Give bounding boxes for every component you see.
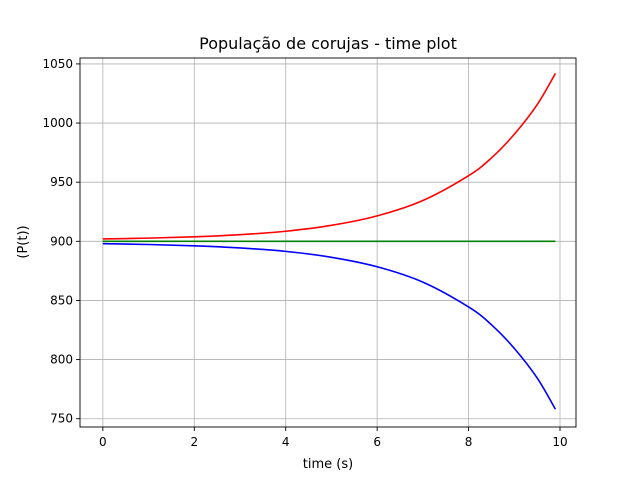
x-tick-label: 6 xyxy=(373,435,381,449)
chart-title: População de corujas - time plot xyxy=(199,34,457,53)
series-line-2 xyxy=(102,242,557,410)
y-tick-label: 1050 xyxy=(42,57,73,71)
y-tick-label: 750 xyxy=(50,412,73,426)
x-axis-label: time (s) xyxy=(303,457,353,472)
plot-frame xyxy=(79,57,577,428)
series-line-0 xyxy=(102,72,557,240)
y-tick-label: 800 xyxy=(50,353,73,367)
y-tick-label: 1000 xyxy=(42,116,73,130)
y-tick-label: 950 xyxy=(50,175,73,189)
series-lines xyxy=(102,72,557,410)
x-tick-label: 4 xyxy=(282,435,290,449)
y-axis-label: (P(t)) xyxy=(16,225,31,258)
grid xyxy=(80,58,576,427)
x-tick-label: 2 xyxy=(190,435,198,449)
x-tick-label: 8 xyxy=(465,435,473,449)
x-tick-label: 0 xyxy=(99,435,107,449)
y-tick-label: 850 xyxy=(50,293,73,307)
ticks: 0 2 4 6 8 10 750 800 850 900 950 1000 1050 xyxy=(42,57,567,449)
y-tick-label: 900 xyxy=(50,234,73,248)
x-tick-label: 10 xyxy=(552,435,567,449)
